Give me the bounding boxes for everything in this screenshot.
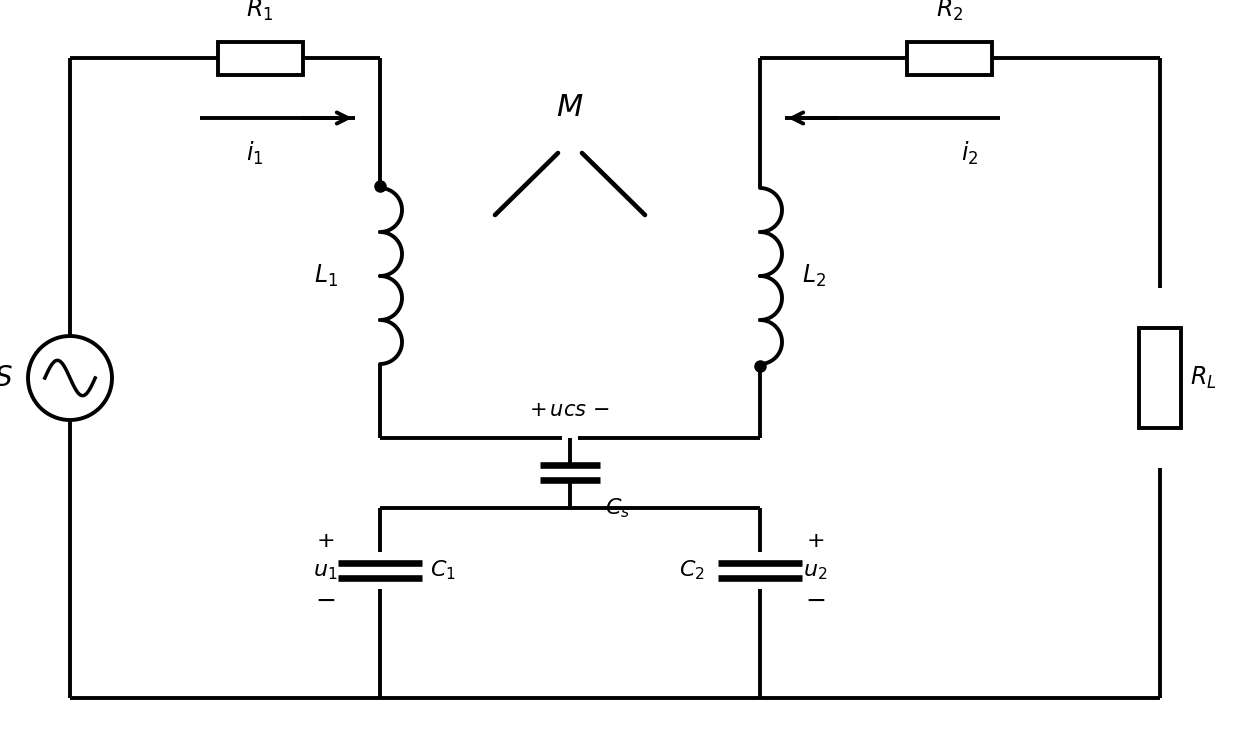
Text: $C_2$: $C_2$	[680, 559, 706, 582]
Text: $L_2$: $L_2$	[802, 263, 826, 289]
Text: $i_1$: $i_1$	[247, 140, 264, 168]
Bar	[1140, 328, 1180, 428]
Bar	[908, 41, 992, 75]
Text: $u_2$: $u_2$	[802, 559, 827, 582]
Text: $+\,ucs\,-$: $+\,ucs\,-$	[529, 400, 610, 420]
Text: $S$: $S$	[0, 365, 12, 391]
Text: $-$: $-$	[805, 588, 825, 612]
Text: $R_1$: $R_1$	[247, 0, 274, 23]
Text: $+$: $+$	[316, 531, 334, 551]
Text: $R_2$: $R_2$	[936, 0, 963, 23]
Text: $L_1$: $L_1$	[314, 263, 339, 289]
Text: $+$: $+$	[806, 531, 825, 551]
Text: $i_2$: $i_2$	[961, 140, 978, 168]
Text: $C_s$: $C_s$	[605, 496, 630, 520]
Bar	[217, 41, 303, 75]
Text: $C_1$: $C_1$	[430, 559, 456, 582]
Text: $-$: $-$	[315, 588, 335, 612]
Text: $u_1$: $u_1$	[312, 559, 337, 582]
Text: $R_L$: $R_L$	[1190, 365, 1216, 391]
Text: $M$: $M$	[557, 92, 584, 123]
